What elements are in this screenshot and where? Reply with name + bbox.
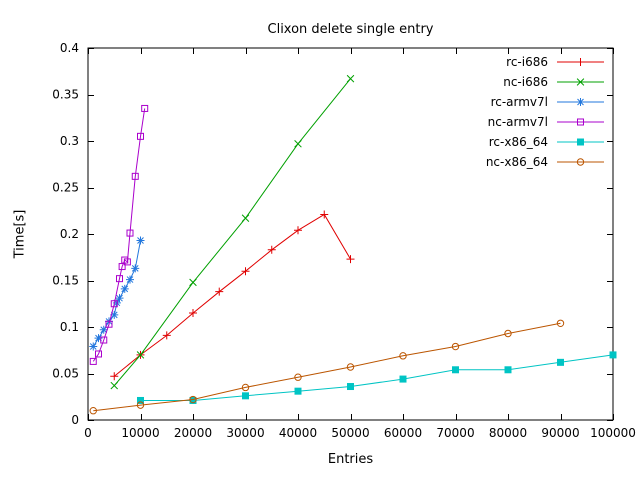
y-tick-label: 0.2 (60, 227, 79, 241)
y-tick-label: 0 (71, 413, 79, 427)
legend-label: nc-x86_64 (486, 155, 548, 169)
legend: rc-i686 nc-i686 rc-armv7l nc-armv7l rc-x86_6… (486, 55, 604, 169)
x-tick-label: 70000 (436, 426, 474, 440)
y-tick-label: 0.1 (60, 320, 79, 334)
legend-label: nc-i686 (503, 75, 548, 89)
y-tick-label: 0.4 (60, 41, 79, 55)
legend-label: rc-armv7l (491, 95, 548, 109)
legend-label: rc-x86_64 (489, 135, 548, 149)
x-tick-label: 60000 (384, 426, 422, 440)
x-tick-label: 20000 (174, 426, 212, 440)
series-nc-i686 (110, 74, 355, 390)
y-tick-label: 0.15 (52, 274, 79, 288)
series-line (113, 78, 351, 386)
series-nc-armv7l (89, 104, 149, 365)
legend-label: nc-armv7l (488, 115, 548, 129)
x-tick-label: 30000 (226, 426, 264, 440)
series-rc-i686 (110, 210, 355, 381)
x-tick-label: 80000 (489, 426, 527, 440)
y-tick-label: 0.25 (52, 181, 79, 195)
series-line (93, 322, 561, 412)
x-tick-label: 10000 (121, 426, 159, 440)
y-axis-label: Time[s] (12, 209, 28, 259)
legend-label: rc-i686 (506, 55, 548, 69)
y-tick-label: 0.05 (52, 367, 79, 381)
series-line (113, 213, 351, 377)
x-tick-label: 0 (84, 426, 92, 440)
x-tick-label: 40000 (279, 426, 317, 440)
series-line (140, 354, 614, 401)
x-tick-label: 90000 (541, 426, 579, 440)
series-nc-x86_64 (89, 319, 565, 415)
x-tick-label: 50000 (331, 426, 369, 440)
axes-ticks: 0 10000 20000 30000 40000 50000 60000 70000 8000… (52, 41, 636, 440)
y-tick-label: 0.3 (60, 134, 79, 148)
series-line (92, 108, 146, 362)
x-tick-label: 100000 (590, 426, 636, 440)
chart-title: Clixon delete single entry (267, 22, 434, 37)
y-tick-label: 0.35 (52, 88, 79, 102)
x-axis-label: Entries (327, 452, 374, 467)
